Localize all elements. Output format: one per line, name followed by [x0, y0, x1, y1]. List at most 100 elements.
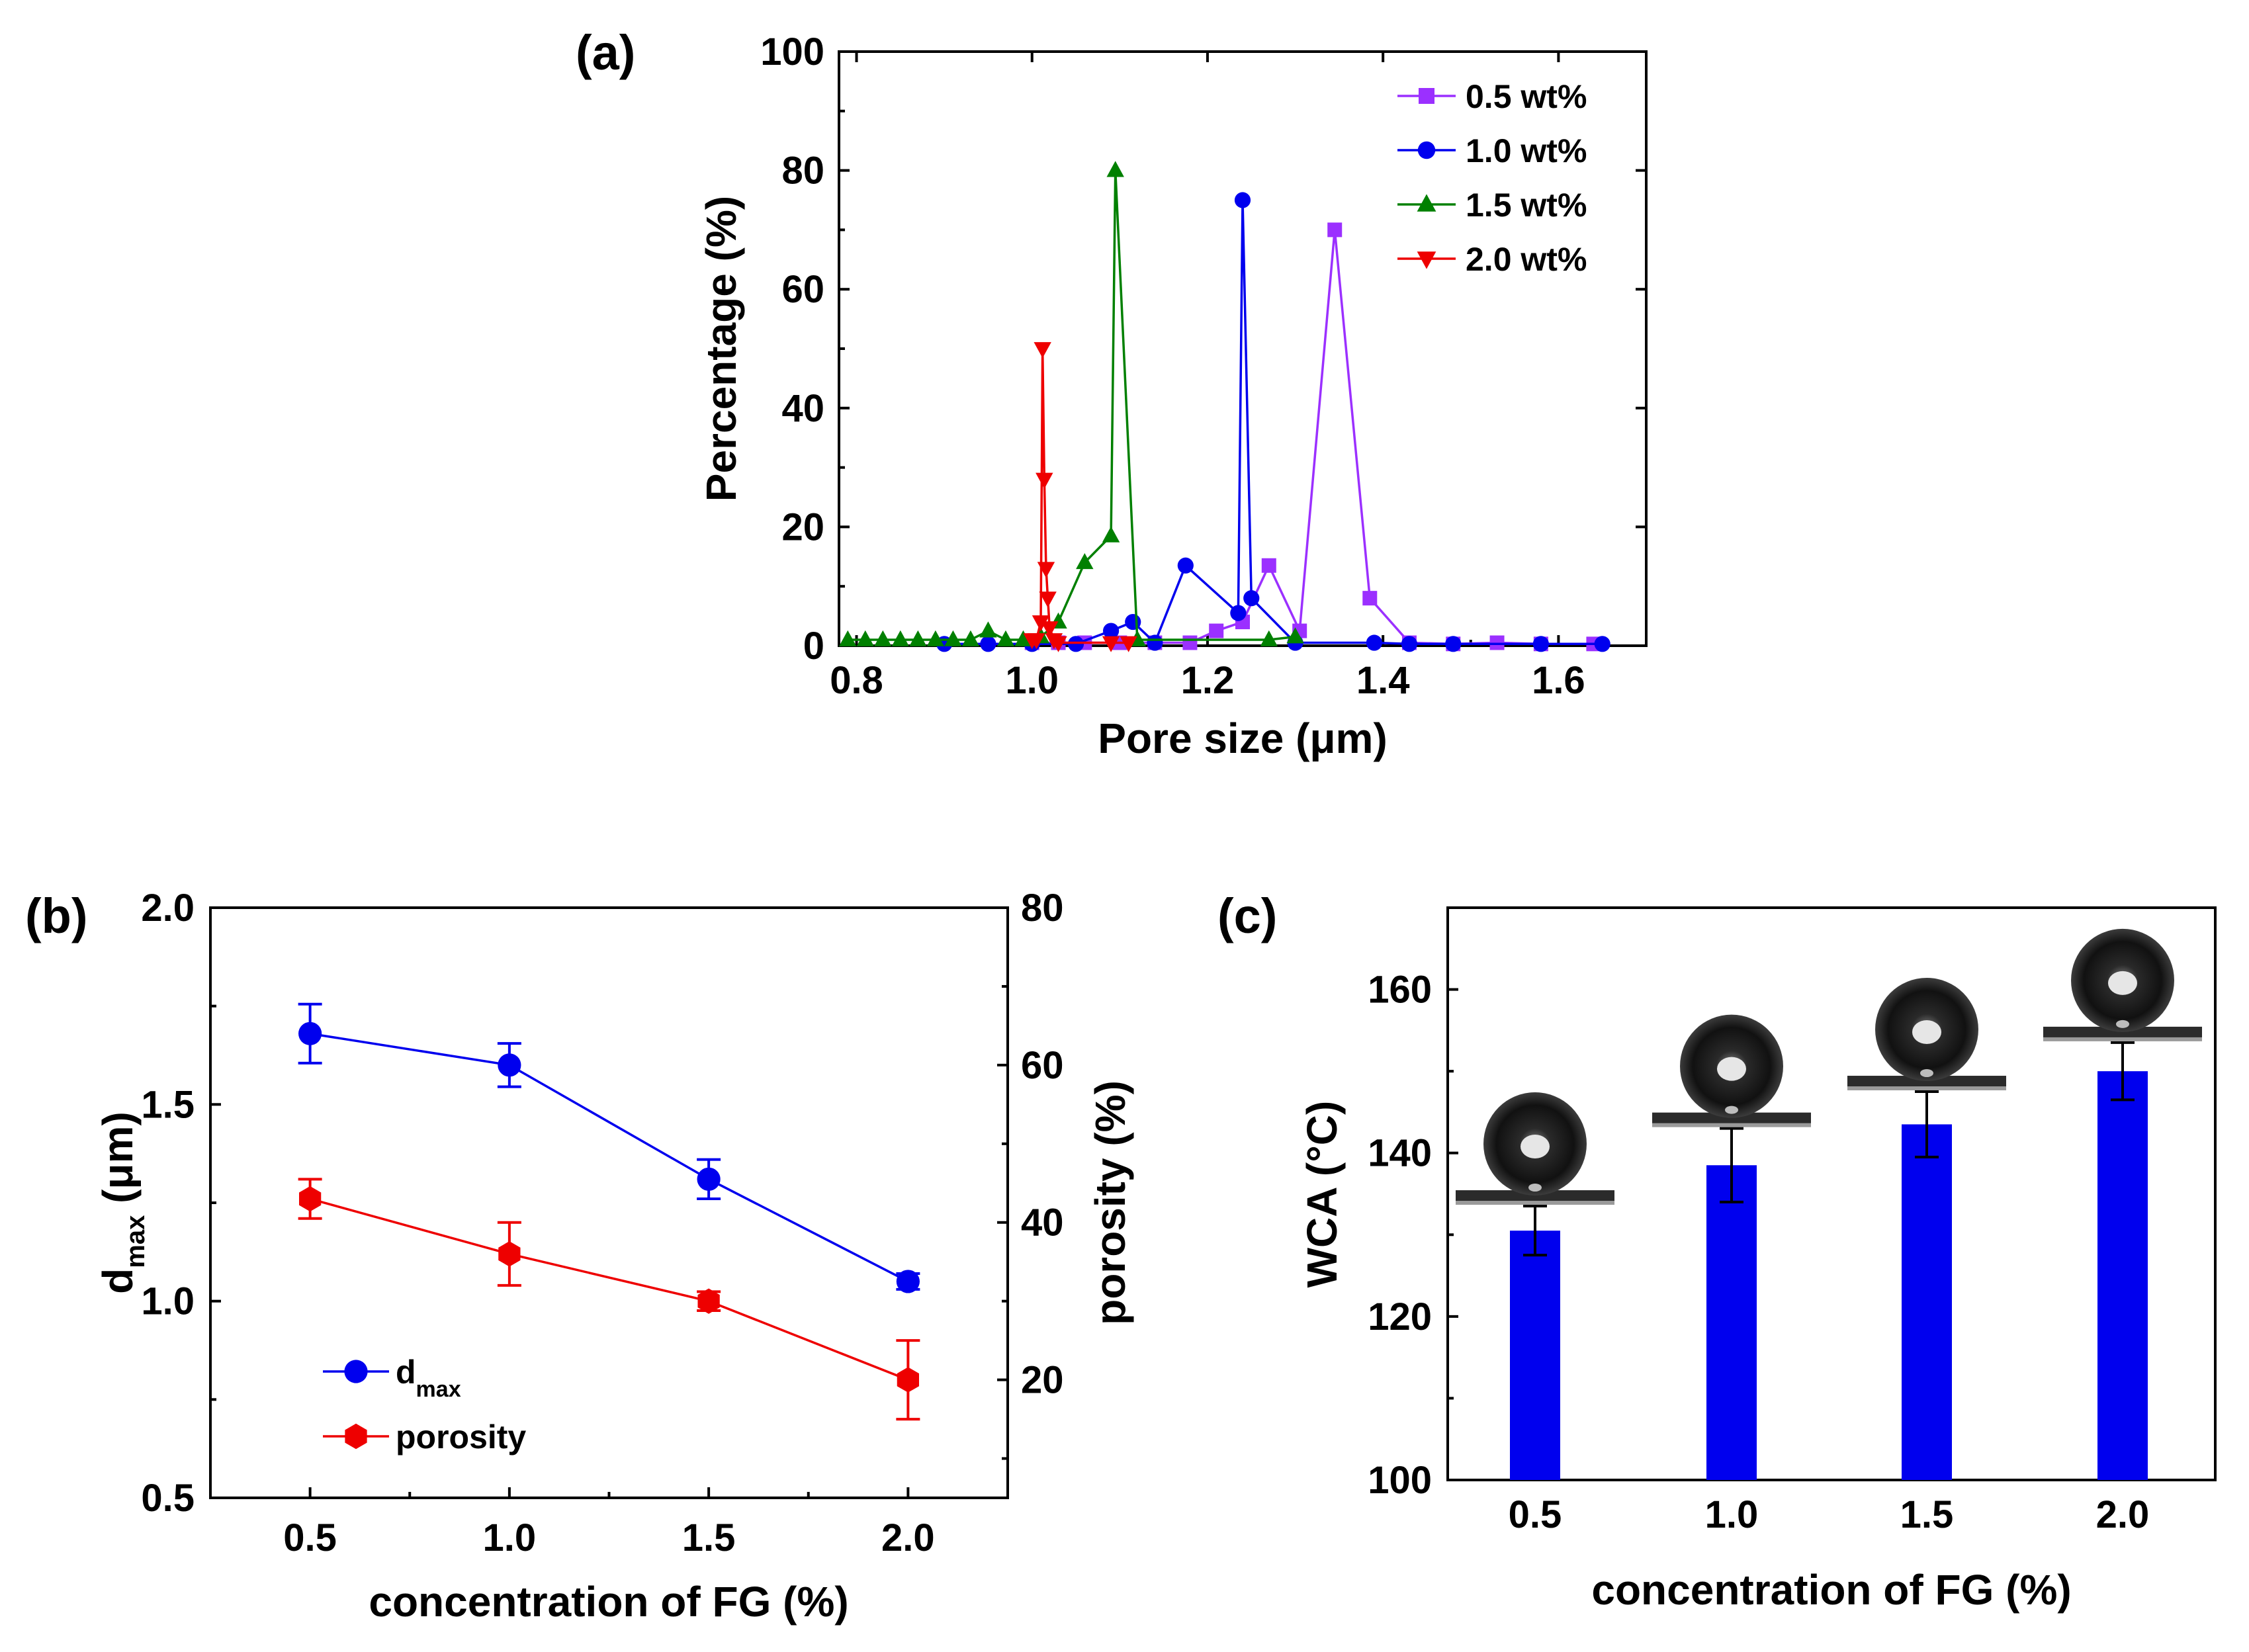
y-right-tick-label: 80: [1021, 887, 1064, 930]
series-porosity: [298, 1178, 920, 1421]
data-point: [1209, 623, 1224, 638]
data-point: [1049, 636, 1067, 652]
droplet-reflection: [1725, 1106, 1738, 1114]
y-left-tick-label: 2.0: [141, 887, 195, 930]
panel-a-legend: 0.5 wt% 1.0 wt% 1.5 wt% 2.0 wt%: [1397, 78, 1587, 278]
data-point: [697, 1288, 720, 1314]
panel-c-bars: [1510, 1041, 2148, 1480]
droplet-highlight: [1912, 1020, 1941, 1045]
series-line: [848, 170, 1296, 641]
data-point: [1147, 634, 1163, 651]
legend-item: 1.5 wt%: [1397, 187, 1587, 224]
panel-c-plot-frame: [1446, 906, 2217, 1481]
y-right-tick-label: 20: [1021, 1359, 1064, 1402]
series-line: [310, 1032, 909, 1283]
data-point: [1102, 623, 1120, 639]
y-tick-label: 120: [1368, 1295, 1432, 1338]
data-point: [1106, 161, 1124, 177]
legend-item: dmax: [323, 1354, 461, 1402]
data-point: [856, 630, 874, 646]
data-point: [1032, 615, 1050, 632]
series-d: [298, 1002, 920, 1293]
data-point: [1260, 630, 1278, 646]
data-point: [926, 630, 945, 646]
panel-a-series: [839, 161, 1610, 652]
panel-c-y-axis-title: WCA (°C): [1298, 1101, 1346, 1288]
data-point: [980, 636, 996, 652]
droplet-substrate: [2043, 1026, 2202, 1039]
droplet-substrate-edge: [1847, 1086, 2006, 1091]
data-point: [1445, 636, 1462, 652]
x-tick-label: 1.4: [1356, 659, 1410, 702]
y-tick-label: 80: [781, 150, 824, 193]
data-point: [1234, 192, 1251, 208]
x-tick-label: 1.0: [1005, 659, 1059, 702]
droplet-substrate-edge: [1652, 1123, 1811, 1127]
droplet-substrate: [1456, 1190, 1614, 1203]
data-point: [1125, 613, 1141, 630]
bar: [1706, 1165, 1757, 1480]
data-point: [1286, 627, 1304, 644]
data-point: [1067, 636, 1084, 652]
data-point: [1102, 526, 1120, 543]
legend-label-main: d: [396, 1354, 416, 1391]
data-point: [897, 1367, 920, 1393]
x-tick-label: 2.0: [2096, 1493, 2150, 1536]
data-point: [896, 1270, 920, 1293]
droplet-photo-inset: [1652, 1014, 1811, 1127]
legend-item: 2.0 wt%: [1397, 241, 1587, 278]
droplet-highlight: [2108, 971, 2137, 995]
droplet-photo-inset: [1847, 978, 2006, 1091]
data-point: [1039, 591, 1057, 608]
y-tick-label: 0: [803, 625, 824, 668]
legend-item: 1.0 wt%: [1397, 132, 1587, 169]
bar: [2097, 1071, 2148, 1480]
x-tick-label: 1.2: [1181, 659, 1235, 702]
y-right-tick-label: 60: [1021, 1044, 1064, 1087]
data-point: [1120, 636, 1137, 652]
data-point: [961, 630, 980, 646]
data-point: [1036, 472, 1053, 489]
y-left-tick-label: 1.5: [141, 1083, 195, 1126]
data-point: [1041, 621, 1059, 638]
panel-b-series: [298, 1002, 920, 1421]
droplet-reflection: [1920, 1069, 1933, 1078]
y-tick-label: 160: [1368, 969, 1432, 1012]
x-tick-label: 1.5: [682, 1516, 736, 1559]
series-line: [1032, 230, 1594, 646]
panel-b-y-left-main: d: [94, 1268, 142, 1294]
data-point: [1401, 636, 1418, 652]
data-point: [979, 621, 997, 638]
panel-c-ticks: 100 120 140 160 0.5 1.0 1.5 2.0: [1368, 969, 2149, 1536]
data-point: [1034, 342, 1051, 359]
droplet-substrate-edge: [1456, 1201, 1614, 1205]
legend-marker: [344, 1360, 368, 1383]
data-point: [298, 1022, 322, 1045]
panel-b-ticks: 0.5 1.0 1.5 2.0 0.5 1.0 1.5 2.0 20 40 60 80: [141, 887, 1063, 1559]
data-point: [1594, 636, 1610, 652]
y-left-tick-label: 0.5: [141, 1477, 195, 1520]
legend-marker: [345, 1423, 367, 1450]
data-point: [1037, 562, 1055, 578]
data-point: [697, 1167, 721, 1191]
panel-b-y-left-sub: max: [121, 1215, 150, 1268]
y-tick-label: 100: [760, 30, 824, 73]
droplet-substrate: [1847, 1076, 2006, 1088]
panel-b-y-left-axis-title: dmax (μm): [94, 1111, 150, 1294]
data-point: [891, 630, 910, 646]
data-point: [1014, 630, 1032, 646]
data-point: [1327, 222, 1343, 238]
data-point: [839, 630, 857, 646]
legend-label-main: porosity: [396, 1418, 526, 1456]
panel-b-y-left-unit: (μm): [94, 1111, 142, 1215]
data-point: [298, 1186, 322, 1212]
y-tick-label: 40: [781, 387, 824, 430]
legend-label: 0.5 wt%: [1466, 78, 1587, 115]
droplet-reflection: [2116, 1020, 2129, 1028]
y-left-tick-label: 1.0: [141, 1280, 195, 1323]
legend-marker: [1417, 141, 1436, 159]
data-point: [874, 630, 892, 646]
x-tick-label: 0.5: [1509, 1493, 1562, 1536]
data-point: [1230, 605, 1247, 621]
panel-a-x-axis-title: Pore size (μm): [1098, 715, 1388, 762]
